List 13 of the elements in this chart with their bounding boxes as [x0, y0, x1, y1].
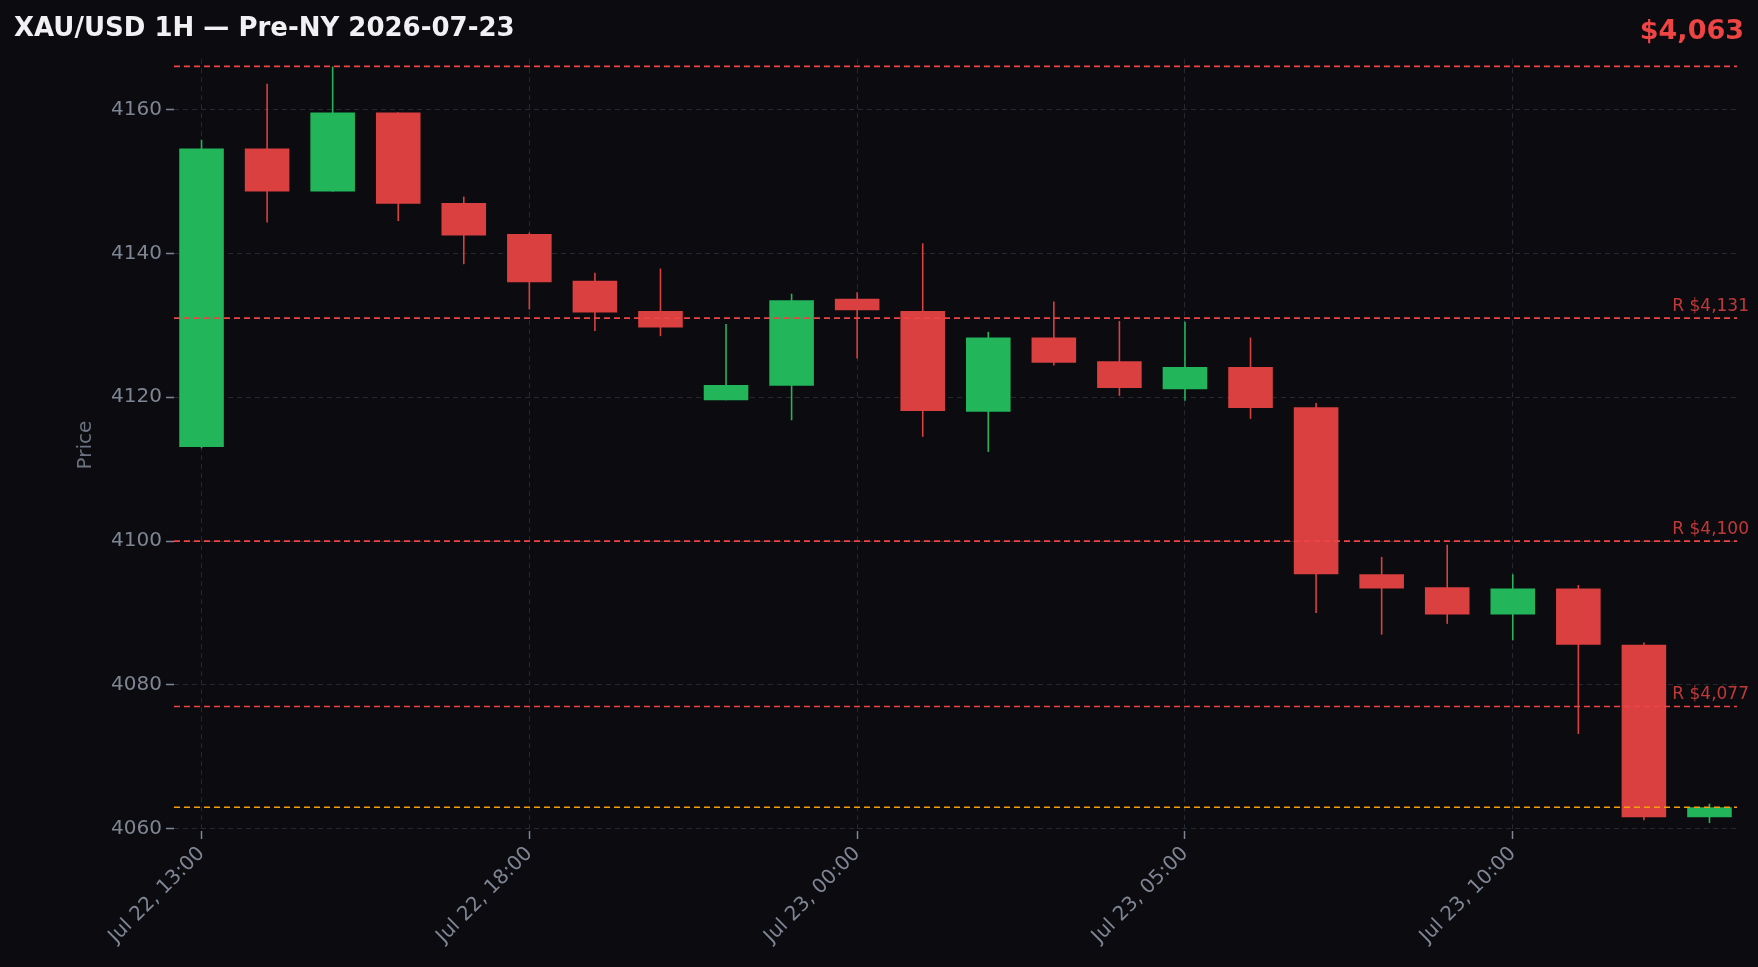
y-tick-label: 4120 — [111, 383, 162, 408]
ref-line-label: R $4,100 — [1672, 518, 1749, 539]
y-axis-title: Price — [72, 420, 97, 470]
y-tick-label: 4060 — [111, 815, 162, 840]
candlestick — [834, 291, 880, 360]
text: $4,063 — [1639, 13, 1744, 45]
y-tick-label: 4100 — [111, 527, 162, 552]
ref-line-label: R $4,077 — [1672, 683, 1749, 704]
ref-line-label: R $4,131 — [1672, 295, 1749, 316]
y-tick-label: 4080 — [111, 671, 162, 696]
y-tick-label: 4160 — [111, 95, 162, 120]
y-tick-label: 4140 — [111, 239, 162, 264]
chart-title: XAU/USD 1H — Pre-NY 2026-07-23 — [14, 12, 515, 43]
